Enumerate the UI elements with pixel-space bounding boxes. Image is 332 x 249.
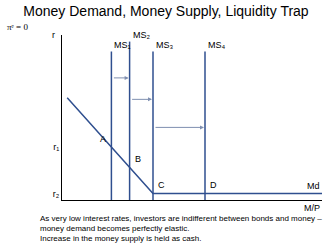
- svg-text:D: D: [210, 180, 217, 190]
- html-text:Money Demand, Money Supply, Li: Money Demand, Money Supply, Liquidity Tr…: [23, 3, 309, 19]
- svg-text:r: r: [52, 30, 55, 40]
- svg-text:πᵉ = 0: πᵉ = 0: [7, 22, 28, 32]
- svg-text:MS₂: MS₂: [133, 30, 151, 40]
- html-text:Increase in the money supply i: Increase in the money supply is held as …: [40, 234, 202, 243]
- svg-text:A: A: [100, 134, 106, 144]
- svg-text:C: C: [158, 180, 165, 190]
- svg-text:MS₄: MS₄: [208, 40, 226, 50]
- svg-text:Md: Md: [307, 181, 320, 191]
- svg-text:MS₃: MS₃: [156, 40, 174, 50]
- svg-text:r₁: r₁: [53, 142, 59, 152]
- svg-text:MS₁: MS₁: [114, 40, 131, 50]
- svg-text:r₂: r₂: [53, 189, 60, 199]
- svg-text:M/P: M/P: [304, 203, 320, 212]
- html-text:As very low interest rates, in: As very low interest rates, investors ar…: [40, 214, 322, 233]
- svg-text:B: B: [135, 154, 141, 164]
